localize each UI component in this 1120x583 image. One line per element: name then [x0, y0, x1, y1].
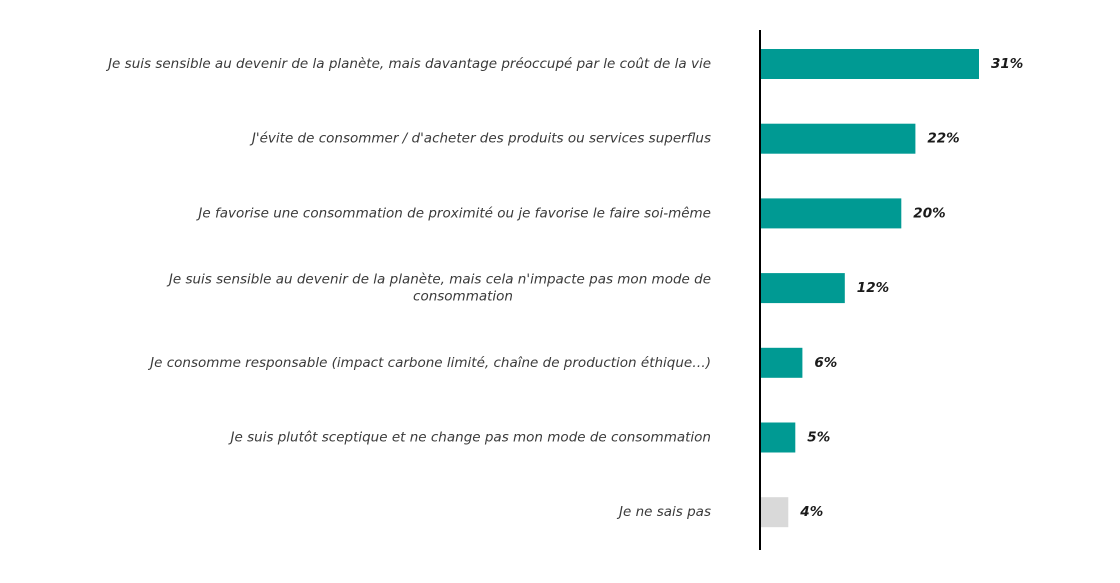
category-label-line: Je ne sais pas: [616, 504, 711, 520]
bar: [760, 497, 789, 528]
category-label: Je consomme responsable (impact carbone …: [147, 355, 711, 371]
category-label-line: J'évite de consommer / d'acheter des pro…: [249, 131, 711, 147]
category-label: Je suis sensible au devenir de la planèt…: [105, 56, 711, 72]
bar: [760, 422, 796, 453]
bar: [760, 198, 902, 229]
category-label-line: consommation: [413, 289, 513, 305]
value-label: 12%: [857, 280, 889, 296]
bar: [760, 49, 979, 79]
category-label-line: Je suis plutôt sceptique et ne change pa…: [227, 430, 711, 446]
value-label: 6%: [814, 355, 837, 371]
category-label: Je suis plutôt sceptique et ne change pa…: [227, 430, 711, 446]
bars-layer: 31% Je suis sensible au devenir de la pla…: [105, 49, 1023, 528]
bar: [760, 347, 803, 378]
category-label-line: Je consomme responsable (impact carbone …: [147, 355, 711, 371]
category-label: Je favorise une consommation de proximit…: [195, 205, 711, 221]
category-label-line: Je favorise une consommation de proximit…: [195, 205, 711, 221]
category-label: Je ne sais pas: [616, 504, 711, 520]
category-label: Je suis sensible au devenir de la planèt…: [166, 272, 711, 305]
value-label: 31%: [991, 56, 1023, 72]
value-label: 5%: [807, 430, 830, 446]
value-label: 22%: [927, 131, 959, 147]
category-label: J'évite de consommer / d'acheter des pro…: [249, 131, 711, 147]
category-label-line: Je suis sensible au devenir de la planèt…: [166, 272, 711, 288]
bar: [760, 123, 916, 154]
value-label: 20%: [913, 205, 945, 221]
category-label-line: Je suis sensible au devenir de la planèt…: [105, 56, 711, 72]
bar: [760, 273, 845, 304]
value-label: 4%: [799, 504, 823, 520]
